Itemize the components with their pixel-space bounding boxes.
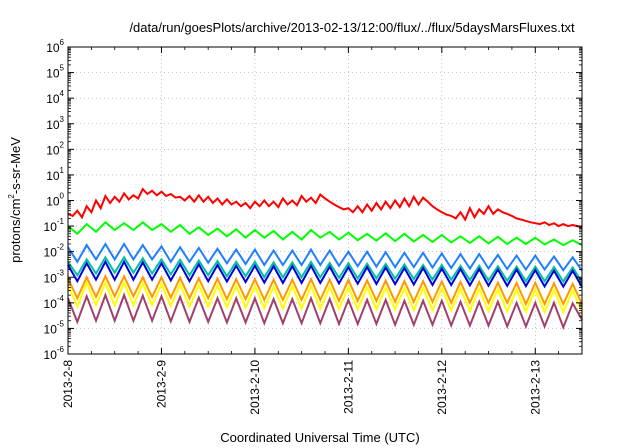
y-tick-exponent: 0 bbox=[60, 192, 65, 201]
series-line-2 bbox=[67, 220, 583, 247]
y-tick-label: 102 bbox=[46, 140, 64, 157]
x-tick-label: 2013-2-10 bbox=[248, 360, 262, 415]
x-tick-label: 2013-2-11 bbox=[341, 360, 355, 414]
series-line-6 bbox=[67, 273, 583, 307]
y-tick-label: 10-6 bbox=[44, 345, 65, 362]
y-tick-labels: 10-610-510-410-310-210-11001011021031041… bbox=[44, 38, 65, 362]
y-tick-exponent: -4 bbox=[57, 294, 65, 303]
y-tick-label: 10-1 bbox=[44, 217, 65, 234]
series-line-8 bbox=[67, 292, 583, 331]
y-tick-exponent: 2 bbox=[60, 140, 65, 149]
x-tick-label: 2013-2-12 bbox=[435, 360, 449, 415]
x-axis-label: Coordinated Universal Time (UTC) bbox=[220, 430, 419, 445]
y-tick-exponent: -2 bbox=[57, 243, 65, 252]
y-tick-label: 10-3 bbox=[44, 268, 65, 285]
y-tick-label: 10-5 bbox=[44, 319, 65, 336]
y-tick-label: 10-2 bbox=[44, 243, 65, 260]
y-tick-exponent: -3 bbox=[57, 268, 65, 277]
y-tick-exponent: 1 bbox=[60, 166, 65, 175]
x-tick-label: 2013-2-9 bbox=[154, 360, 168, 408]
y-tick-exponent: -5 bbox=[57, 319, 65, 328]
series-line-4 bbox=[67, 255, 583, 284]
y-tick-label: 103 bbox=[46, 115, 64, 132]
chart-title: /data/run/goesPlots/archive/2013-02-13/1… bbox=[129, 20, 575, 35]
y-tick-label: 106 bbox=[46, 38, 64, 55]
series-line-5 bbox=[67, 259, 583, 289]
y-tick-label: 104 bbox=[46, 89, 64, 106]
y-tick-exponent: 3 bbox=[60, 115, 65, 124]
series-line-3 bbox=[67, 242, 583, 272]
tick-marks bbox=[67, 46, 582, 355]
y-tick-label: 100 bbox=[46, 192, 64, 209]
y-tick-exponent: 5 bbox=[60, 64, 65, 73]
y-tick-exponent: 4 bbox=[60, 89, 65, 98]
x-tick-labels: 2013-2-8 2013-2-9 2013-2-10 2013-2-11 2013-2… bbox=[61, 360, 542, 415]
y-tick-label: 105 bbox=[46, 64, 64, 81]
y-tick-exponent: -1 bbox=[57, 217, 65, 226]
series-line-7 bbox=[67, 280, 583, 315]
series-line-1 bbox=[67, 187, 583, 229]
y-axis-label: protons/cm2-s-sr-MeV bbox=[7, 137, 23, 263]
y-tick-exponent: 6 bbox=[60, 38, 65, 47]
y-tick-exponent: -6 bbox=[57, 345, 65, 354]
series-lines bbox=[67, 187, 583, 331]
grid bbox=[68, 47, 582, 354]
y-tick-label: 101 bbox=[46, 166, 64, 183]
x-tick-label: 2013-2-13 bbox=[528, 360, 542, 415]
x-tick-label: 2013-2-8 bbox=[61, 360, 75, 408]
y-tick-label: 10-4 bbox=[44, 294, 65, 311]
